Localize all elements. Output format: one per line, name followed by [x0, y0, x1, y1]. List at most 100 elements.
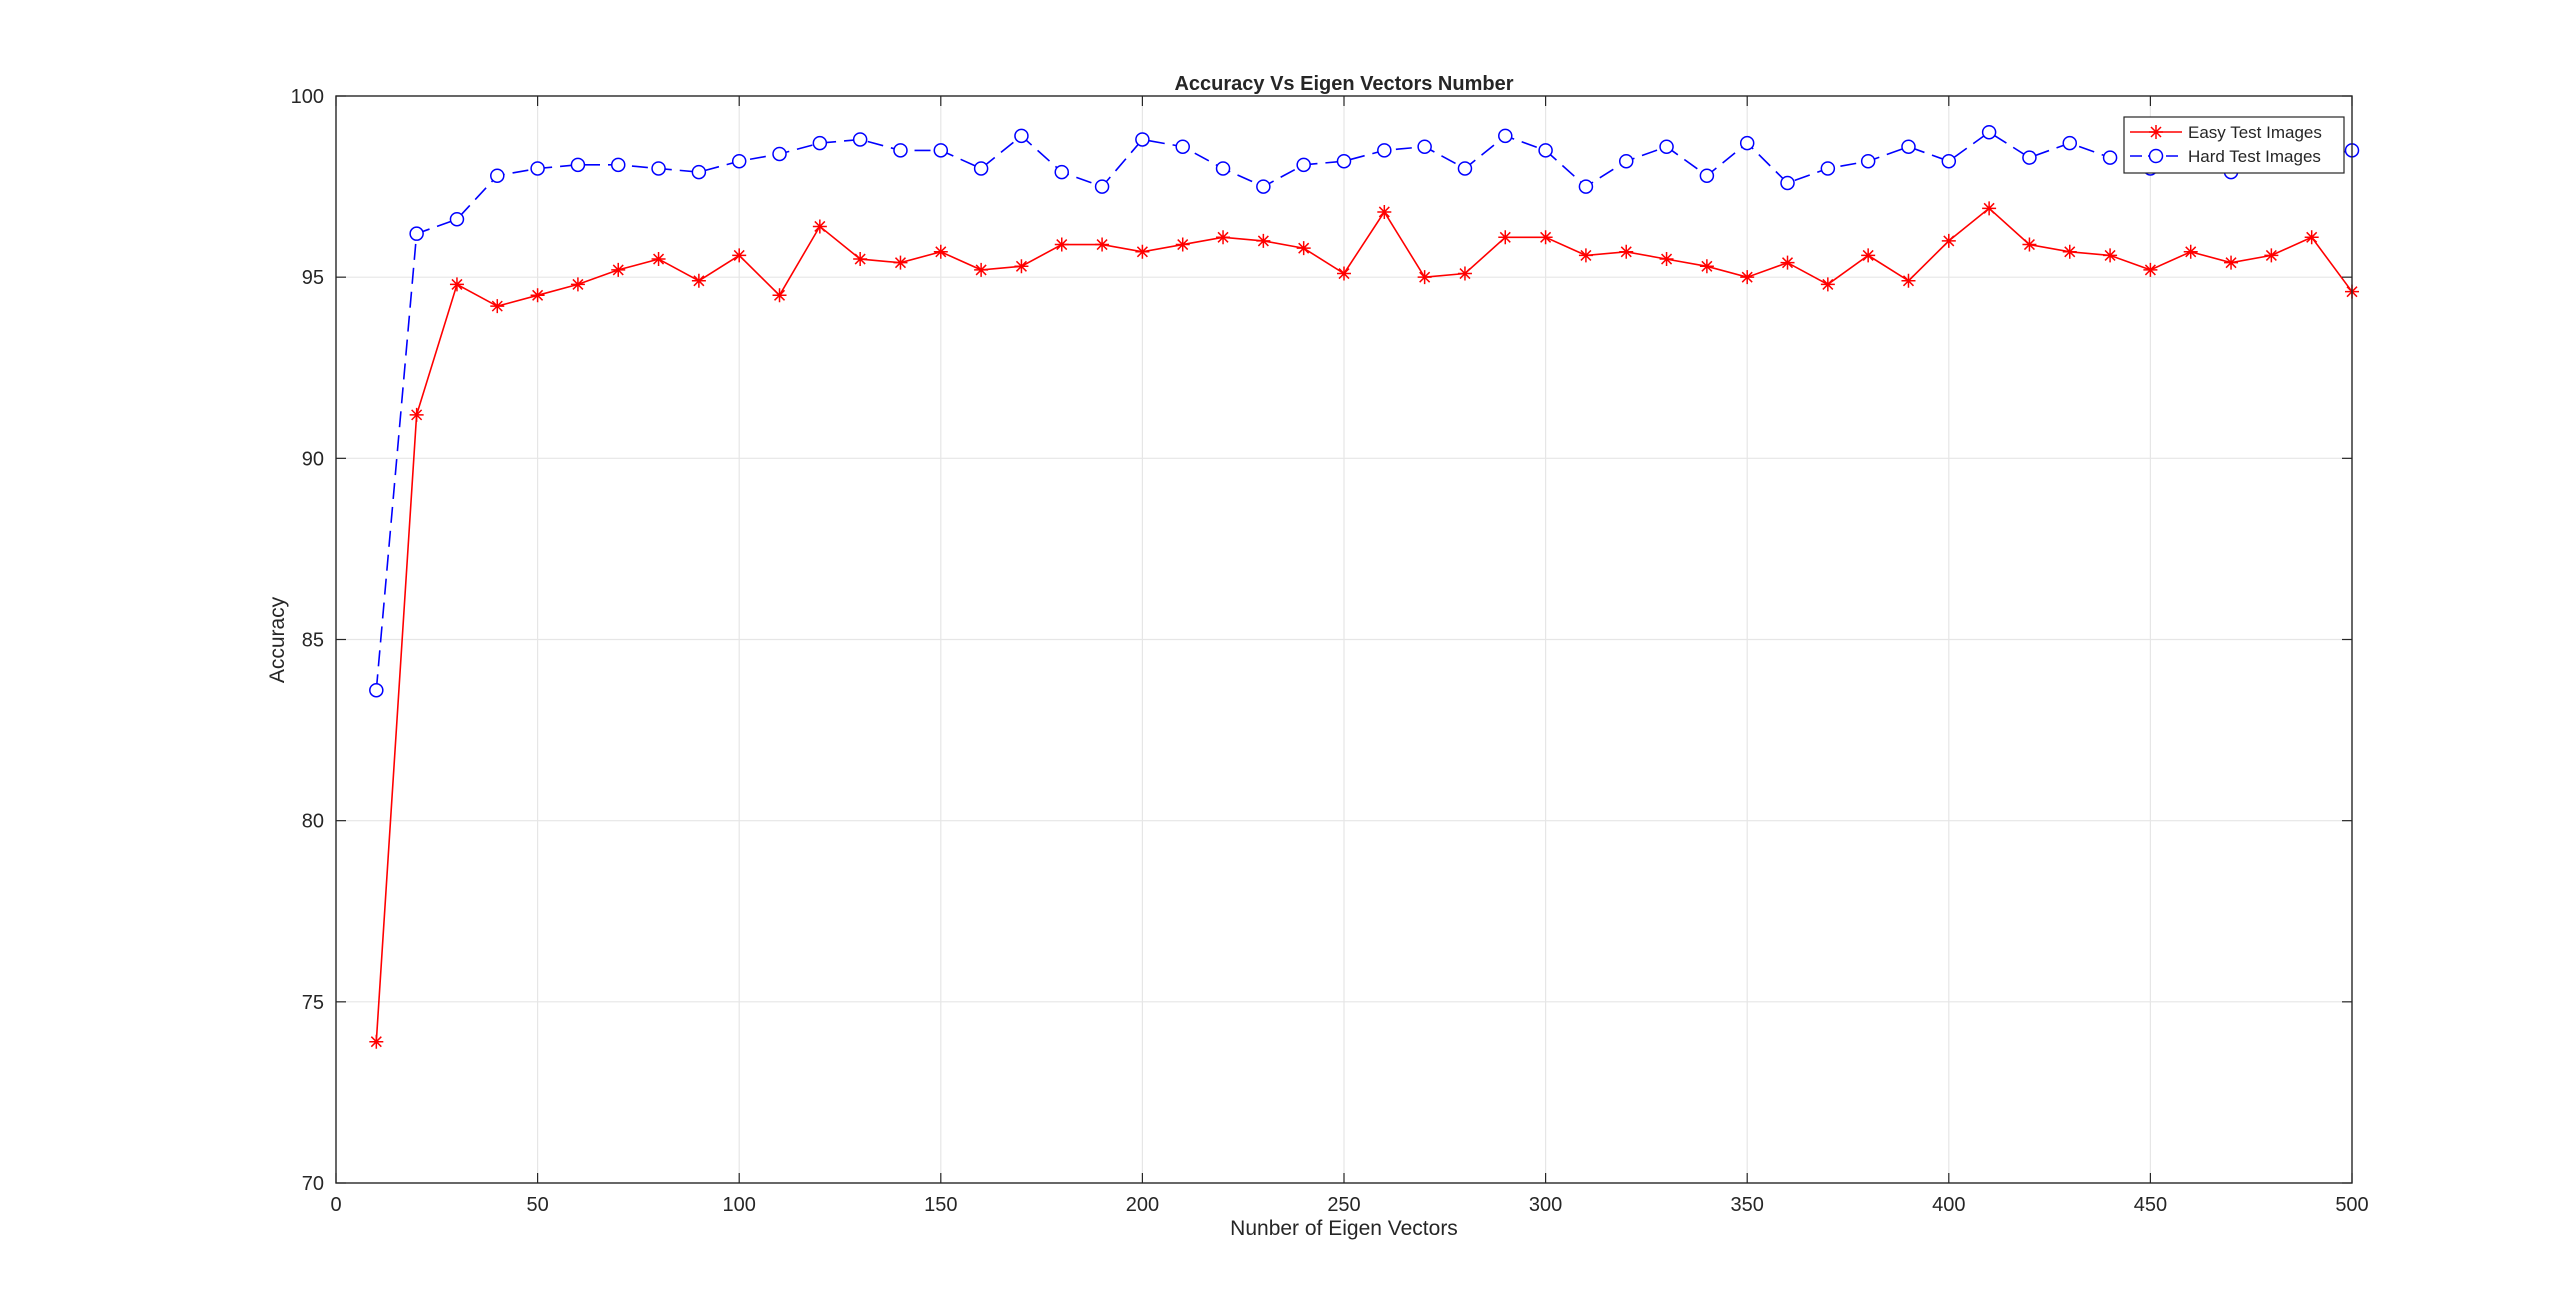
data-point [2103, 248, 2118, 263]
data-point [1901, 139, 1916, 154]
data-point [1982, 201, 1997, 216]
data-point [1820, 161, 1836, 176]
series-line [375, 207, 2353, 1042]
y-tick-label: 100 [291, 86, 324, 108]
data-point [490, 168, 505, 183]
data-point [530, 288, 545, 303]
x-tick-label: 450 [2134, 1194, 2167, 1216]
data-point [1256, 233, 1271, 248]
data-point [570, 157, 586, 173]
data-point [1175, 237, 1190, 252]
data-point [732, 248, 747, 263]
data-point [1699, 168, 1715, 183]
data-point [611, 262, 626, 277]
data-point [893, 255, 908, 270]
data-point [933, 244, 948, 259]
data-point [772, 146, 787, 162]
data-point [731, 153, 747, 169]
data-point [1619, 244, 1634, 259]
legend: Easy Test Images Hard Test Images [2123, 116, 2345, 174]
data-point [1538, 143, 1553, 158]
x-tick-label: 100 [723, 1194, 756, 1216]
data-point [1861, 248, 1876, 263]
x-tick-label: 250 [1327, 1194, 1360, 1216]
data-point [1417, 270, 1432, 285]
data-point [1256, 179, 1271, 194]
data-point [1618, 153, 1634, 169]
data-point [1377, 204, 1392, 219]
data-point [1699, 259, 1714, 274]
series-group [369, 124, 2360, 1049]
y-tick-label: 85 [302, 630, 324, 652]
y-tick-label: 90 [302, 448, 324, 470]
data-point [1296, 241, 1311, 256]
data-point [1659, 139, 1674, 154]
x-tick-label: 150 [924, 1194, 957, 1216]
data-point [1094, 179, 1110, 194]
x-tick-label: 350 [1731, 1194, 1764, 1216]
data-point [691, 273, 706, 288]
data-point [893, 143, 908, 158]
data-point [449, 277, 464, 292]
legend-box [2123, 116, 2345, 174]
data-point [369, 1034, 384, 1049]
data-point [1538, 230, 1553, 245]
data-point [2183, 244, 2198, 259]
data-point [570, 277, 585, 292]
data-point [2022, 150, 2037, 165]
data-point [2062, 244, 2077, 259]
data-point [853, 252, 868, 267]
ticks: 0 50 100 150 200 250 300 350 400 450 500 70 75 80 85 90… [291, 86, 2369, 1216]
data-point [1216, 230, 1231, 245]
y-tick-label: 80 [302, 811, 324, 833]
data-point [1901, 273, 1916, 288]
data-point [1215, 161, 1231, 176]
data-point [933, 143, 949, 158]
data-point [1941, 233, 1956, 248]
data-point [610, 157, 626, 173]
data-point [449, 211, 465, 227]
data-point [1135, 132, 1150, 147]
data-point [1578, 248, 1593, 263]
data-point [1739, 135, 1755, 151]
data-point [812, 219, 827, 234]
x-tick-label: 0 [330, 1194, 341, 1216]
data-point [1054, 164, 1070, 180]
legend-label: Hard Test Images [2188, 147, 2321, 166]
data-point [1175, 139, 1190, 154]
data-point [1820, 277, 1835, 292]
data-point [1498, 230, 1513, 245]
y-tick-label: 95 [302, 267, 324, 289]
legend-marker [2149, 125, 2163, 139]
data-point [852, 132, 868, 147]
x-tick-label: 300 [1529, 1194, 1562, 1216]
data-point [1054, 237, 1069, 252]
x-tick-label: 500 [2335, 1194, 2368, 1216]
data-point [1457, 161, 1473, 176]
data-point [2022, 237, 2037, 252]
x-axis-label: Nunber of Eigen Vectors [1230, 1217, 1458, 1240]
data-point [651, 252, 666, 267]
data-point [1659, 252, 1674, 267]
y-tick-label: 70 [302, 1173, 324, 1195]
data-point [2224, 255, 2239, 270]
data-point [974, 262, 989, 277]
data-point [2304, 230, 2319, 245]
y-tick-label: 75 [302, 992, 324, 1014]
data-point [973, 161, 989, 176]
data-point [1941, 153, 1957, 169]
data-point [772, 288, 787, 303]
data-point [1135, 244, 1150, 259]
data-point [409, 407, 424, 422]
data-point [530, 161, 545, 176]
data-point [1417, 139, 1432, 154]
data-point [812, 135, 828, 151]
x-tick-label: 200 [1126, 1194, 1159, 1216]
data-point [1981, 124, 1997, 140]
data-point [490, 299, 505, 314]
data-point [1780, 255, 1795, 270]
data-point [1860, 153, 1876, 169]
data-point [1498, 128, 1513, 144]
data-point [2062, 135, 2078, 151]
x-tick-label: 400 [1932, 1194, 1965, 1216]
